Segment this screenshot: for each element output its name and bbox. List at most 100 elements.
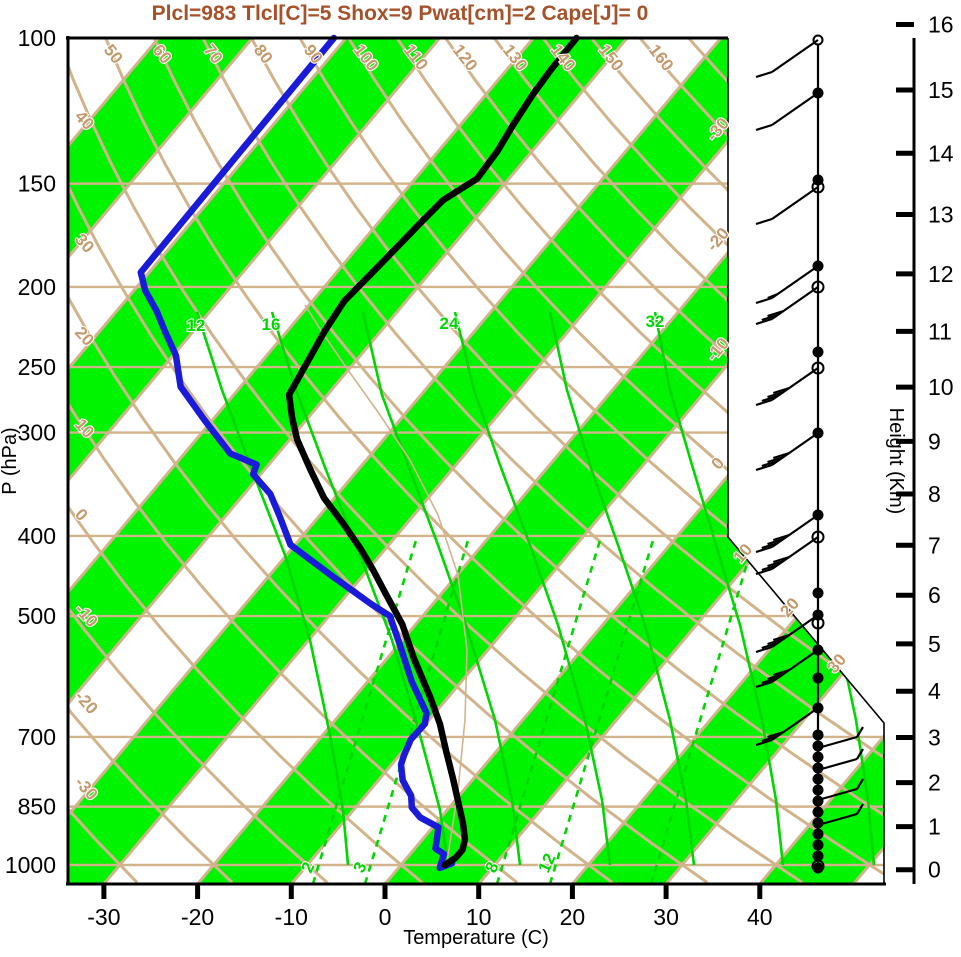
wind-barb-shaft xyxy=(771,432,819,466)
station-dot xyxy=(812,839,824,851)
wind-barb-shaft-right xyxy=(817,787,858,802)
dry-adiabat-line xyxy=(68,38,614,884)
wind-barb-feather-right xyxy=(856,726,864,738)
temperature-axis: -30 -20 -10 0 10 20 30 40 xyxy=(87,885,773,930)
wind-barb-feather xyxy=(755,680,773,689)
isotherm-line xyxy=(68,38,254,884)
wind-barb-shaft xyxy=(771,92,819,126)
mixing-ratio-lines xyxy=(311,536,757,884)
frame-right-cut xyxy=(727,38,885,884)
wind-barb-feather xyxy=(767,730,784,739)
temperature-tick-label: -30 xyxy=(87,904,120,930)
isotherm-label-right: 0 xyxy=(707,454,728,473)
moist-adiabat-line xyxy=(270,311,450,866)
wind-barb-feather-right xyxy=(856,778,864,790)
station-open-circle xyxy=(811,859,825,873)
wind-barb-feather xyxy=(767,537,784,546)
temperature-tick-label: 40 xyxy=(747,904,773,930)
wind-barb-feather xyxy=(755,463,773,472)
wind-barb-shaft xyxy=(771,614,819,648)
wind-barb-feather-right xyxy=(856,803,864,815)
wind-barb-feather xyxy=(772,451,790,460)
station-dot xyxy=(812,644,824,656)
dry-adiabat-line xyxy=(298,38,884,884)
wind-barb-feather xyxy=(772,555,790,564)
height-tick-label: 9 xyxy=(928,428,941,454)
green-band xyxy=(68,38,815,884)
wind-barb-feather xyxy=(767,637,784,646)
mixing-ratio-line xyxy=(649,536,757,884)
pressure-axis-title: P (hPa) xyxy=(0,427,21,494)
wind-barb-shaft xyxy=(771,186,819,220)
wind-barb-feather xyxy=(755,567,773,576)
station-dot xyxy=(812,751,824,763)
dry-adiabat-line xyxy=(541,38,884,884)
wind-barb-feather xyxy=(767,390,784,399)
station-dot xyxy=(812,740,824,752)
moist-adiabat-label: 24 xyxy=(440,314,459,333)
temperature-profile-curve xyxy=(285,34,580,869)
station-dot xyxy=(812,702,824,714)
wind-barb-feather-right xyxy=(856,748,864,760)
wind-barb-shaft xyxy=(771,265,819,299)
station-dot xyxy=(812,850,824,862)
isotherm-line xyxy=(664,38,884,884)
wind-barb-feather xyxy=(767,559,784,568)
mixing-ratio-line xyxy=(311,536,419,884)
wind-barb-feather xyxy=(761,641,779,650)
station-dot xyxy=(812,729,824,741)
moist-adiabat-line xyxy=(548,311,696,866)
station-open-circle xyxy=(811,180,825,194)
pressure-tick-label: 850 xyxy=(18,794,56,820)
dry-adiabat-line xyxy=(68,38,329,884)
height-tick-label: 8 xyxy=(928,481,941,507)
temperature-tick-label: 30 xyxy=(653,904,679,930)
dry-adiabat-line xyxy=(152,38,884,884)
station-dot xyxy=(812,427,824,439)
wind-barb-shaft xyxy=(771,649,819,683)
wind-barb-feather xyxy=(761,563,779,572)
wind-barb-shaft-right xyxy=(817,757,858,772)
pressure-tick-label: 200 xyxy=(18,274,56,300)
height-tick-label: 2 xyxy=(928,770,941,796)
temperature-tick-label: 20 xyxy=(560,904,586,930)
wind-barb-shaft xyxy=(771,536,819,570)
station-open-circle xyxy=(811,361,825,375)
temperature-tick-label: 0 xyxy=(379,904,392,930)
wind-barb-feather xyxy=(767,672,784,681)
height-tick-label: 14 xyxy=(928,140,954,166)
dry-adiabat-line xyxy=(68,38,424,884)
wind-barb-shaft xyxy=(771,39,819,73)
station-dot xyxy=(812,87,824,99)
moist-adiabat-line xyxy=(361,311,522,866)
mixing-ratio-line xyxy=(363,536,471,884)
wind-barb-feather xyxy=(761,734,779,743)
pressure-tick-label: 250 xyxy=(18,354,56,380)
wind-barb-half-feather xyxy=(767,292,779,300)
moist-adiabat-label: 12 xyxy=(187,316,206,335)
temperature-tick-label: 10 xyxy=(466,904,492,930)
station-dot xyxy=(812,346,824,358)
temperature-curve xyxy=(285,34,580,869)
station-dot xyxy=(812,795,824,807)
wind-barb-feather xyxy=(772,386,790,395)
height-tick-label: 7 xyxy=(928,532,941,558)
mixing-ratio-line xyxy=(548,536,656,884)
wind-barb-shaft xyxy=(771,286,819,320)
moist-adiabat-line xyxy=(653,311,785,866)
isotherm-line xyxy=(68,38,629,884)
dry-adiabat-line xyxy=(68,38,519,884)
station-open-circle xyxy=(811,280,825,294)
station-dot xyxy=(812,260,824,272)
height-tick-label: 15 xyxy=(928,77,954,103)
mixing-ratio-label: 12 xyxy=(534,851,559,876)
wind-barb-shaft xyxy=(771,514,819,548)
plot-frame xyxy=(66,36,886,886)
dry-adiabat-line xyxy=(590,38,884,884)
station-dot xyxy=(812,784,824,796)
station-dot xyxy=(812,773,824,785)
dry-adiabat-label-left: 0 xyxy=(71,505,91,525)
station-open-circle xyxy=(811,616,825,630)
height-tick-label: 13 xyxy=(928,202,954,228)
